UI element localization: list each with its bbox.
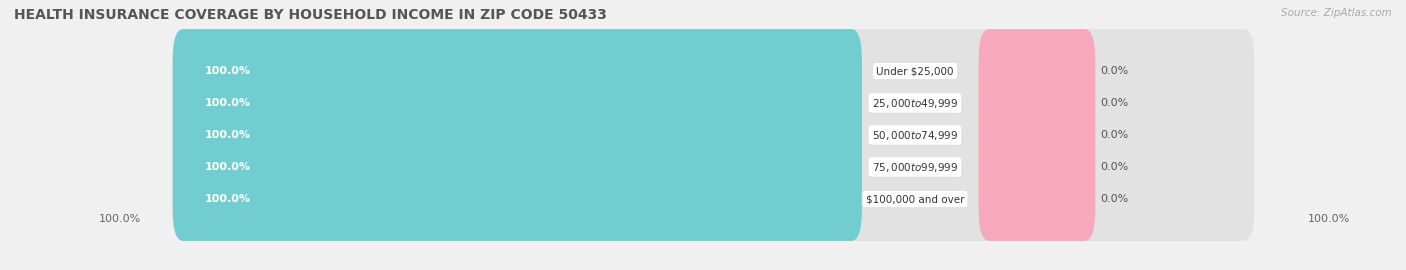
- Text: 100.0%: 100.0%: [1308, 214, 1350, 224]
- Text: 0.0%: 0.0%: [1101, 130, 1129, 140]
- FancyBboxPatch shape: [173, 61, 1254, 145]
- Text: 100.0%: 100.0%: [204, 98, 250, 108]
- FancyBboxPatch shape: [173, 93, 1254, 177]
- FancyBboxPatch shape: [979, 93, 1095, 177]
- Text: Under $25,000: Under $25,000: [876, 66, 953, 76]
- Text: $100,000 and over: $100,000 and over: [866, 194, 965, 204]
- Text: 100.0%: 100.0%: [204, 130, 250, 140]
- Text: HEALTH INSURANCE COVERAGE BY HOUSEHOLD INCOME IN ZIP CODE 50433: HEALTH INSURANCE COVERAGE BY HOUSEHOLD I…: [14, 8, 607, 22]
- Text: 100.0%: 100.0%: [98, 214, 141, 224]
- FancyBboxPatch shape: [173, 125, 1254, 209]
- Text: $75,000 to $99,999: $75,000 to $99,999: [872, 160, 957, 174]
- FancyBboxPatch shape: [979, 157, 1095, 241]
- FancyBboxPatch shape: [979, 125, 1095, 209]
- FancyBboxPatch shape: [173, 29, 862, 113]
- Text: $25,000 to $49,999: $25,000 to $49,999: [872, 96, 957, 110]
- Text: $50,000 to $74,999: $50,000 to $74,999: [872, 129, 957, 141]
- Text: 100.0%: 100.0%: [204, 194, 250, 204]
- Text: 0.0%: 0.0%: [1101, 98, 1129, 108]
- FancyBboxPatch shape: [173, 157, 1254, 241]
- FancyBboxPatch shape: [173, 93, 862, 177]
- Text: Source: ZipAtlas.com: Source: ZipAtlas.com: [1281, 8, 1392, 18]
- Text: 0.0%: 0.0%: [1101, 194, 1129, 204]
- FancyBboxPatch shape: [173, 157, 862, 241]
- FancyBboxPatch shape: [173, 29, 1254, 113]
- FancyBboxPatch shape: [979, 29, 1095, 113]
- FancyBboxPatch shape: [173, 61, 862, 145]
- Text: 0.0%: 0.0%: [1101, 66, 1129, 76]
- Text: 100.0%: 100.0%: [204, 66, 250, 76]
- Text: 100.0%: 100.0%: [204, 162, 250, 172]
- FancyBboxPatch shape: [979, 61, 1095, 145]
- Text: 0.0%: 0.0%: [1101, 162, 1129, 172]
- FancyBboxPatch shape: [173, 125, 862, 209]
